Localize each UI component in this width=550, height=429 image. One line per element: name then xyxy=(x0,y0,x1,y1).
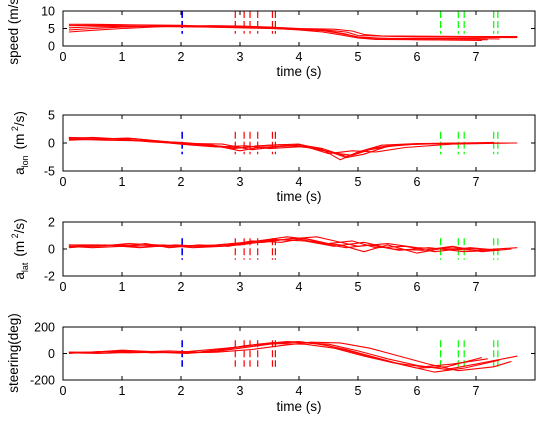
speed-y-axis-label: speed (m/s) xyxy=(6,0,21,65)
speed-xtick-label: 7 xyxy=(473,50,480,64)
panel-steering: 0 1 2 3 4 5 6 7 -200 0 200 time (s) steering(deg) xyxy=(6,313,536,414)
a_lon-xtick-label: 5 xyxy=(355,175,362,189)
a_lat-xtick-label: 1 xyxy=(119,280,126,294)
a-lon-y-axis-label-end: /s) xyxy=(12,111,27,126)
speed-xtick-label: 5 xyxy=(355,50,362,64)
steering-xtick-label: 7 xyxy=(473,384,480,398)
a-lon-y-axis-label: alon (m 2/s) xyxy=(10,111,30,175)
a_lat-xtick-label: 0 xyxy=(60,280,67,294)
a_lon-ytick-label: 0 xyxy=(48,137,55,151)
a-lat-y-axis-label-main: a xyxy=(12,272,27,280)
a_lat-ytick-label: 0 xyxy=(48,243,55,257)
steering-trace-5 xyxy=(68,341,500,373)
speed-xtick-label: 0 xyxy=(60,50,67,64)
a_lon-trace-5 xyxy=(68,138,494,157)
speed-ytick-label: 10 xyxy=(41,5,55,19)
a-lon-y-axis-label-sub: lon xyxy=(20,155,30,167)
steering-xtick-label: 6 xyxy=(414,384,421,398)
a-lat-y-axis-label-unit: (m xyxy=(12,241,27,257)
speed-xtick-label: 2 xyxy=(178,50,185,64)
speed-xtick-label: 1 xyxy=(119,50,126,64)
a-lat-y-axis-label-sup: 2 xyxy=(10,233,20,241)
a_lon-xtick-label: 0 xyxy=(60,175,67,189)
speed-xtick-label: 6 xyxy=(414,50,421,64)
a-lon-y-axis-label-sup: 2 xyxy=(10,126,20,134)
steering-ytick-label: 200 xyxy=(34,321,55,335)
a_lat-ytick-label: -2 xyxy=(44,270,55,284)
speed-trace-5 xyxy=(68,23,488,41)
a_lat-xtick-label: 5 xyxy=(355,280,362,294)
a_lon-ytick-label: -5 xyxy=(44,165,55,179)
speed-xtick-label: 4 xyxy=(296,50,303,64)
a_lon-xtick-label: 3 xyxy=(237,175,244,189)
a-lat-y-axis-label-end: /s) xyxy=(12,218,27,233)
steering-x-axis-label: time (s) xyxy=(277,399,322,414)
steering-y-axis-label: steering(deg) xyxy=(6,313,21,393)
a-lon-y-axis-label-main: a xyxy=(12,167,27,175)
a_lat-xtick-label: 6 xyxy=(414,280,421,294)
a_lat-trace-5 xyxy=(68,237,494,253)
a_lat-xtick-label: 2 xyxy=(178,280,185,294)
a_lat-xtick-label: 3 xyxy=(237,280,244,294)
a-lon-x-axis-label: time (s) xyxy=(277,189,322,204)
steering-xtick-label: 5 xyxy=(355,384,362,398)
speed-xtick-label: 3 xyxy=(237,50,244,64)
panel-a-lon: 0 1 2 3 4 5 6 7 -5 0 5 time (s) alon (m 2/s) xyxy=(10,109,536,204)
steering-xtick-label: 2 xyxy=(178,384,185,398)
a_lon-ytick-label: 5 xyxy=(48,109,55,123)
steering-xtick-label: 3 xyxy=(237,384,244,398)
a_lon-xtick-label: 1 xyxy=(119,175,126,189)
speed-ytick-label: 5 xyxy=(48,22,55,36)
a_lat-xtick-label: 7 xyxy=(473,280,480,294)
a_lon-trace-4 xyxy=(68,137,512,155)
steering-xtick-label: 4 xyxy=(296,384,303,398)
a_lon-xtick-label: 4 xyxy=(296,175,303,189)
a_lon-xtick-label: 2 xyxy=(178,175,185,189)
a_lat-xtick-label: 4 xyxy=(296,280,303,294)
a_lat-trace-3 xyxy=(68,237,482,254)
a_lat-ytick-label: 2 xyxy=(48,216,55,230)
a_lon-xtick-label: 6 xyxy=(414,175,421,189)
steering-xtick-label: 1 xyxy=(119,384,126,398)
steering-xtick-label: 0 xyxy=(60,384,67,398)
steering-trace-4 xyxy=(68,341,512,372)
steering-ytick-label: -200 xyxy=(30,374,55,388)
a_lon-xtick-label: 7 xyxy=(473,175,480,189)
steering-ytick-label: 0 xyxy=(48,347,55,361)
a-lon-y-axis-label-unit: (m xyxy=(12,134,27,150)
a_lat-trace-4 xyxy=(68,236,500,253)
speed-x-axis-label: time (s) xyxy=(277,64,322,79)
a-lat-y-axis-label: alat (m 2/s) xyxy=(10,218,30,279)
panel-a-lat: 0 1 2 3 4 5 6 7 -2 0 2 alat (m 2/s) xyxy=(10,216,536,294)
speed-ytick-label: 0 xyxy=(48,40,55,54)
speed-trace-4 xyxy=(68,25,518,38)
a-lat-y-axis-label-sub: lat xyxy=(20,262,30,272)
